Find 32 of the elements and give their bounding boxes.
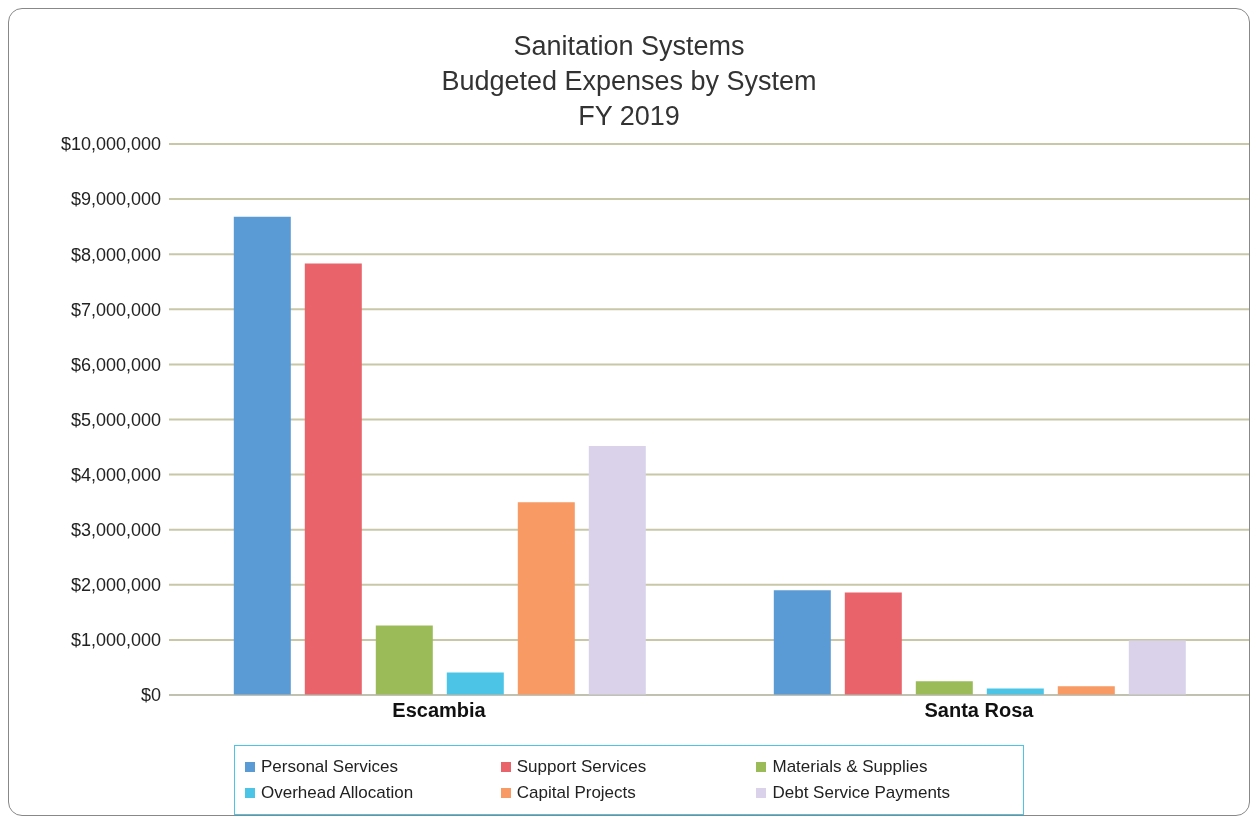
bar: [588, 445, 646, 695]
bar: [1128, 640, 1186, 695]
legend-label: Personal Services: [260, 756, 399, 778]
x-tick-label: Escambia: [392, 699, 487, 722]
y-tick-label: $1,000,000: [70, 630, 161, 651]
bar: [304, 263, 362, 695]
bar: [986, 688, 1044, 695]
bar: [1057, 686, 1115, 695]
chart-title: Sanitation Systems Budgeted Expenses by System FY 2019: [440, 30, 818, 133]
y-tick-label: $3,000,000: [70, 520, 161, 541]
bar: [517, 502, 575, 695]
legend-label: Capital Projects: [515, 782, 637, 804]
y-tick-label: $10,000,000: [60, 134, 161, 155]
y-tick-label: $6,000,000: [70, 354, 161, 375]
bar: [915, 681, 973, 695]
legend-label: Support Services: [515, 756, 648, 778]
y-tick-label: $2,000,000: [70, 575, 161, 596]
bar: [233, 216, 291, 695]
bar: [844, 592, 902, 695]
y-tick-label: $0: [140, 685, 161, 706]
legend-label: Materials & Supplies: [771, 756, 929, 778]
y-tick-label: $4,000,000: [70, 464, 161, 485]
y-tick-label: $8,000,000: [70, 244, 161, 265]
y-tick-label: $9,000,000: [70, 189, 161, 210]
y-tick-label: $5,000,000: [70, 409, 161, 430]
x-tick-label: Santa Rosa: [924, 699, 1035, 722]
legend-label: Overhead Allocation: [260, 782, 415, 804]
bar: [773, 590, 831, 695]
legend-label: Debt Service Payments: [771, 782, 952, 804]
bar: [375, 625, 433, 695]
y-tick-label: $7,000,000: [70, 299, 161, 320]
bar: [446, 672, 504, 695]
